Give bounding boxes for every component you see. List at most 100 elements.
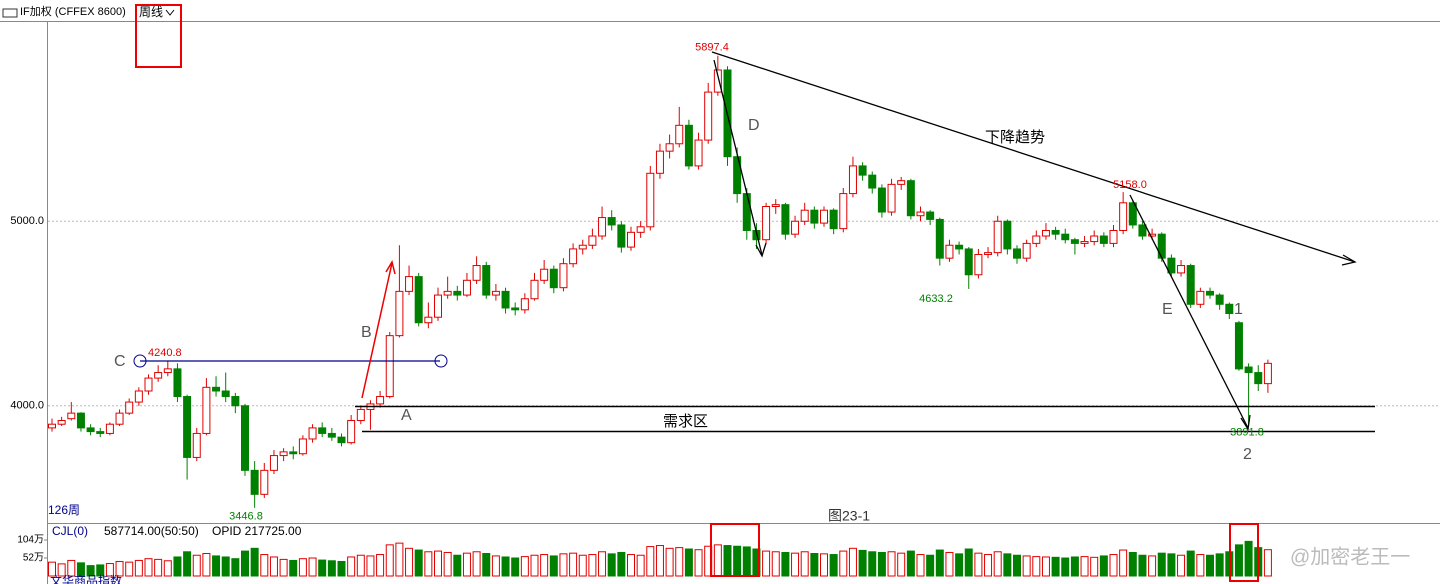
candle-body xyxy=(993,220,1002,254)
candle-body xyxy=(260,469,269,495)
volume-bar xyxy=(839,550,848,577)
volume-bar xyxy=(192,554,201,577)
volume-bar xyxy=(250,547,259,577)
volume-bar xyxy=(1215,553,1224,577)
volume-bar xyxy=(115,560,124,577)
price-label: 3446.8 xyxy=(229,511,263,523)
arrow-head xyxy=(755,242,767,258)
volume-bar xyxy=(231,558,240,577)
candle-body xyxy=(887,183,896,213)
candle-body xyxy=(829,209,838,230)
volume-bar xyxy=(511,557,520,577)
candle-body xyxy=(964,248,973,276)
volume-bar xyxy=(395,542,404,577)
volume-bar xyxy=(434,550,442,577)
volume-bar xyxy=(800,551,809,577)
candle-body xyxy=(771,204,780,208)
volume-bar xyxy=(269,556,278,577)
volume-bar xyxy=(163,560,172,577)
volume-bar xyxy=(125,561,134,577)
candle-body xyxy=(1254,372,1263,385)
candle-body xyxy=(1157,233,1166,259)
volume-bar xyxy=(627,554,635,577)
volume-bar xyxy=(559,553,568,577)
volume-bar xyxy=(279,558,288,577)
candle-body xyxy=(173,368,182,398)
candle-body xyxy=(163,368,172,374)
price-label: 4240.8 xyxy=(148,347,182,359)
opid-readout: OPID 217725.00 xyxy=(212,524,302,538)
volume-bar xyxy=(665,547,674,577)
candle-body xyxy=(906,180,915,217)
candle-body xyxy=(935,218,944,259)
volume-bar xyxy=(675,547,684,577)
candle-body xyxy=(1013,248,1021,259)
candle-body xyxy=(694,139,703,167)
candle-body xyxy=(897,180,906,185)
candle-body xyxy=(298,438,307,455)
candle-body xyxy=(578,244,587,250)
y-tick-label: 104万 xyxy=(17,535,44,546)
volume-bar xyxy=(501,556,510,577)
candle-body xyxy=(868,174,877,189)
candle-body xyxy=(665,143,674,152)
volume-bar xyxy=(1196,554,1205,577)
volume-bar xyxy=(578,554,587,577)
candle-body xyxy=(974,253,983,276)
volume-bar xyxy=(530,554,539,577)
candle-body xyxy=(1109,229,1118,244)
candle-body xyxy=(279,451,288,457)
volume-bar xyxy=(1167,553,1176,577)
candle-body xyxy=(1090,235,1099,243)
volume-bar xyxy=(588,554,597,577)
candle-body xyxy=(1244,366,1253,374)
volume-bar xyxy=(868,551,877,577)
candle-body xyxy=(154,372,163,379)
annotation: 需求区 xyxy=(663,413,708,430)
volume-bar xyxy=(520,556,529,577)
volume-bar xyxy=(48,561,56,577)
volume-bar xyxy=(1003,553,1012,577)
period[interactable]: 周线 xyxy=(139,5,163,19)
candle-body xyxy=(704,91,713,141)
volume-bar xyxy=(1148,555,1157,577)
candle-body xyxy=(617,224,626,248)
volume-bar xyxy=(414,549,423,577)
candle-body xyxy=(713,69,722,93)
candle-body xyxy=(241,405,249,471)
candle-body xyxy=(337,436,346,444)
candle-body xyxy=(125,401,134,414)
trend-arrows xyxy=(711,51,1357,431)
highlight-box xyxy=(135,4,182,68)
volume-bar xyxy=(1157,552,1166,577)
arrow-head xyxy=(385,260,396,275)
candle-body xyxy=(1061,233,1070,241)
volume-bar xyxy=(327,560,336,577)
candle-body xyxy=(530,279,539,300)
volume-bar xyxy=(1128,551,1137,577)
volume-bar xyxy=(443,551,452,577)
candle-body xyxy=(105,423,114,434)
volume-bar xyxy=(1206,554,1214,577)
annotation: A xyxy=(401,407,412,424)
volume-bar xyxy=(993,551,1002,577)
arrow-head xyxy=(1240,414,1251,431)
volume-bar xyxy=(183,551,192,577)
arrow-b xyxy=(361,260,396,399)
candle-body xyxy=(48,423,56,429)
candle-body xyxy=(443,290,452,296)
volume-bar xyxy=(617,551,626,577)
volume-bar xyxy=(86,565,95,577)
candle-body xyxy=(684,124,693,167)
volume-bar xyxy=(376,554,385,577)
line-handle xyxy=(434,354,448,368)
volume-bar xyxy=(655,545,664,577)
arrow-d xyxy=(713,59,763,256)
candle-body xyxy=(231,396,240,407)
candle-body xyxy=(636,226,645,233)
candle-body xyxy=(482,265,491,296)
y-tick-label: 52万 xyxy=(23,553,44,564)
chevron[interactable] xyxy=(165,9,175,16)
volume-bar xyxy=(289,559,298,577)
volume-bar xyxy=(762,550,771,577)
